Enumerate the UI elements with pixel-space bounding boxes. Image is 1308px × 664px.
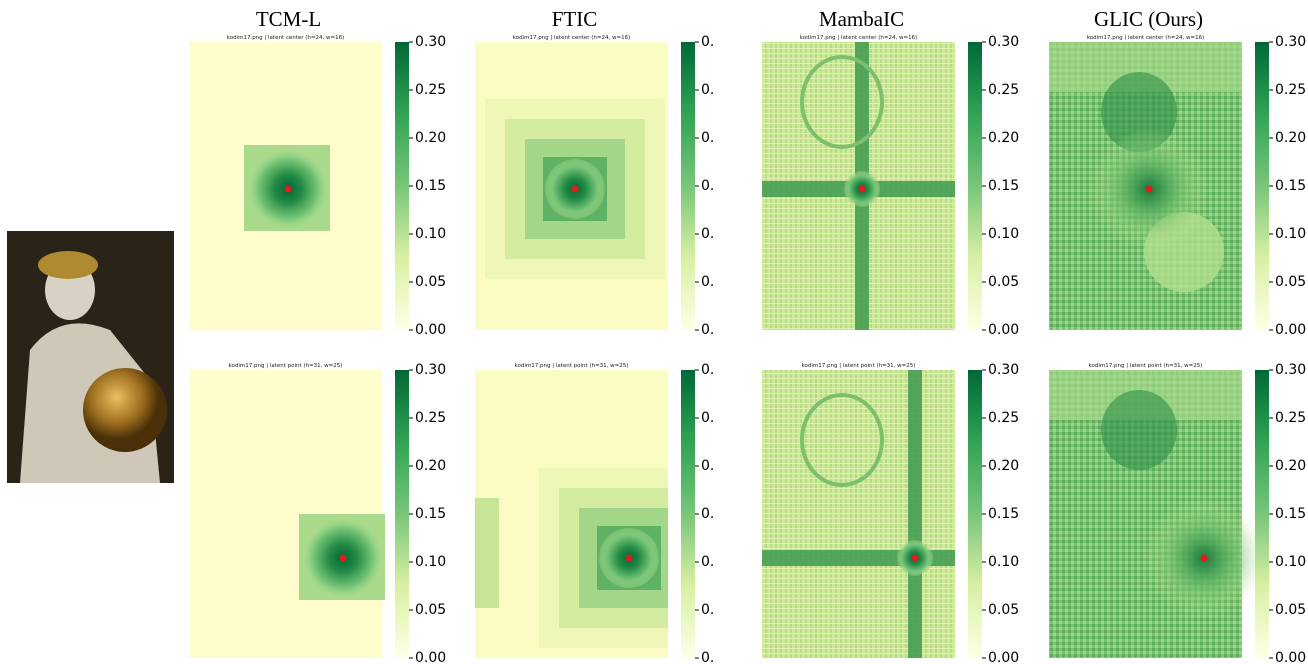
- colorbar-label: 0.00: [1275, 650, 1306, 664]
- column-title: GLIC (Ours): [1094, 7, 1203, 31]
- colorbar-label: 0.30: [415, 34, 446, 50]
- colorbar-label: 0.20: [1275, 130, 1306, 146]
- colorbar-label: 0.15: [415, 178, 446, 194]
- colorbar-label: 0.25: [415, 82, 446, 98]
- colorbar-label: 0.05: [1275, 274, 1306, 290]
- heat-cross: [908, 370, 922, 658]
- colorbar: [968, 370, 982, 658]
- colorbar-label: 0.: [701, 274, 714, 290]
- colorbar-label: 0.10: [415, 226, 446, 242]
- panel-caption: kodim17.png | latent center (h=24, w=16): [1087, 35, 1205, 41]
- colorbar-label: 0.00: [415, 650, 446, 664]
- query-point: [859, 186, 866, 193]
- colorbar: [681, 42, 695, 330]
- panel-caption: kodim17.png | latent center (h=24, w=16): [800, 35, 918, 41]
- heat-shape: [1101, 390, 1177, 470]
- colorbar-label: 0.30: [988, 34, 1019, 50]
- colorbar-label: 0.30: [988, 362, 1019, 378]
- colorbar: [1255, 370, 1269, 658]
- colorbar-label: 0.05: [415, 602, 446, 618]
- colorbar-label: 0.20: [988, 130, 1019, 146]
- colorbar-label: 0.30: [415, 362, 446, 378]
- query-point: [1146, 186, 1153, 193]
- colorbar-label: 0.05: [415, 274, 446, 290]
- colorbar-label: 0.10: [1275, 554, 1306, 570]
- query-point: [340, 555, 347, 562]
- heatmap: [475, 42, 668, 330]
- colorbar-label: 0.: [701, 322, 714, 338]
- colorbar-label: 0.05: [1275, 602, 1306, 618]
- colorbar-label: 0.: [701, 650, 714, 664]
- colorbar-label: 0.00: [415, 322, 446, 338]
- colorbar-label: 0.20: [415, 458, 446, 474]
- colorbar-label: 0.15: [1275, 178, 1306, 194]
- panel-caption: kodim17.png | latent point (h=31, w=25): [1089, 363, 1203, 369]
- colorbar-label: 0.25: [1275, 82, 1306, 98]
- query-point: [285, 186, 292, 193]
- query-point: [912, 555, 919, 562]
- colorbar-label: 0.15: [1275, 506, 1306, 522]
- colorbar-label: 0.: [701, 178, 714, 194]
- query-point: [1201, 555, 1208, 562]
- colorbar: [968, 42, 982, 330]
- colorbar-label: 0.25: [415, 410, 446, 426]
- colorbar-label: 0.: [701, 506, 714, 522]
- column-title: FTIC: [552, 7, 598, 31]
- heatmap: [762, 370, 955, 658]
- heatmap: [1049, 42, 1242, 330]
- colorbar-label: 0.05: [988, 602, 1019, 618]
- colorbar-label: 0.10: [415, 554, 446, 570]
- colorbar-label: 0.: [701, 602, 714, 618]
- figure: TCM-L kodim17.png | latent center (h=24, …: [0, 0, 1308, 664]
- heatmap: [475, 370, 668, 658]
- query-point: [626, 555, 633, 562]
- heatmap: [1049, 370, 1264, 658]
- colorbar-label: 0.25: [1275, 410, 1306, 426]
- colorbar-label: 0.15: [988, 178, 1019, 194]
- panel-caption: kodim17.png | latent point (h=31, w=25): [515, 363, 629, 369]
- colorbar: [1255, 42, 1269, 330]
- colorbar-label: 0.: [701, 554, 714, 570]
- colorbar-label: 0.: [701, 410, 714, 426]
- panel-caption: kodim17.png | latent center (h=24, w=16): [227, 35, 345, 41]
- heatmap: [189, 42, 382, 330]
- colorbar-label: 0.15: [415, 506, 446, 522]
- panel-caption: kodim17.png | latent center (h=24, w=16): [513, 35, 631, 41]
- colorbar-label: 0.00: [988, 650, 1019, 664]
- colorbar: [395, 42, 409, 330]
- panel-caption: kodim17.png | latent point (h=31, w=25): [802, 363, 916, 369]
- colorbar: [681, 370, 695, 658]
- panel-caption: kodim17.png | latent point (h=31, w=25): [229, 363, 343, 369]
- colorbar-label: 0.25: [988, 410, 1019, 426]
- colorbar-label: 0.10: [988, 226, 1019, 242]
- colorbar-label: 0.10: [988, 554, 1019, 570]
- colorbar-label: 0.30: [1275, 34, 1306, 50]
- colorbar-label: 0.20: [415, 130, 446, 146]
- heat-window: [475, 498, 499, 608]
- colorbar-label: 0.: [701, 82, 714, 98]
- colorbar-label: 0.: [701, 130, 714, 146]
- column-title: MambaIC: [819, 7, 904, 31]
- heatmap: [762, 42, 955, 330]
- colorbar-label: 0.25: [988, 82, 1019, 98]
- colorbar-label: 0.10: [1275, 226, 1306, 242]
- column-title: TCM-L: [256, 7, 321, 31]
- query-point: [572, 186, 579, 193]
- colorbar-label: 0.: [701, 226, 714, 242]
- colorbar-label: 0.30: [1275, 362, 1306, 378]
- heat-bg: [762, 370, 955, 658]
- colorbar-label: 0.00: [988, 322, 1019, 338]
- source-photo: [7, 231, 174, 483]
- colorbar-label: 0.: [701, 34, 714, 50]
- colorbar-label: 0.05: [988, 274, 1019, 290]
- colorbar-label: 0.20: [1275, 458, 1306, 474]
- colorbar-label: 0.15: [988, 506, 1019, 522]
- colorbar-label: 0.20: [988, 458, 1019, 474]
- colorbar: [395, 370, 409, 658]
- heatmap: [189, 370, 385, 658]
- colorbar-label: 0.: [701, 362, 714, 378]
- colorbar-label: 0.: [701, 458, 714, 474]
- colorbar-label: 0.00: [1275, 322, 1306, 338]
